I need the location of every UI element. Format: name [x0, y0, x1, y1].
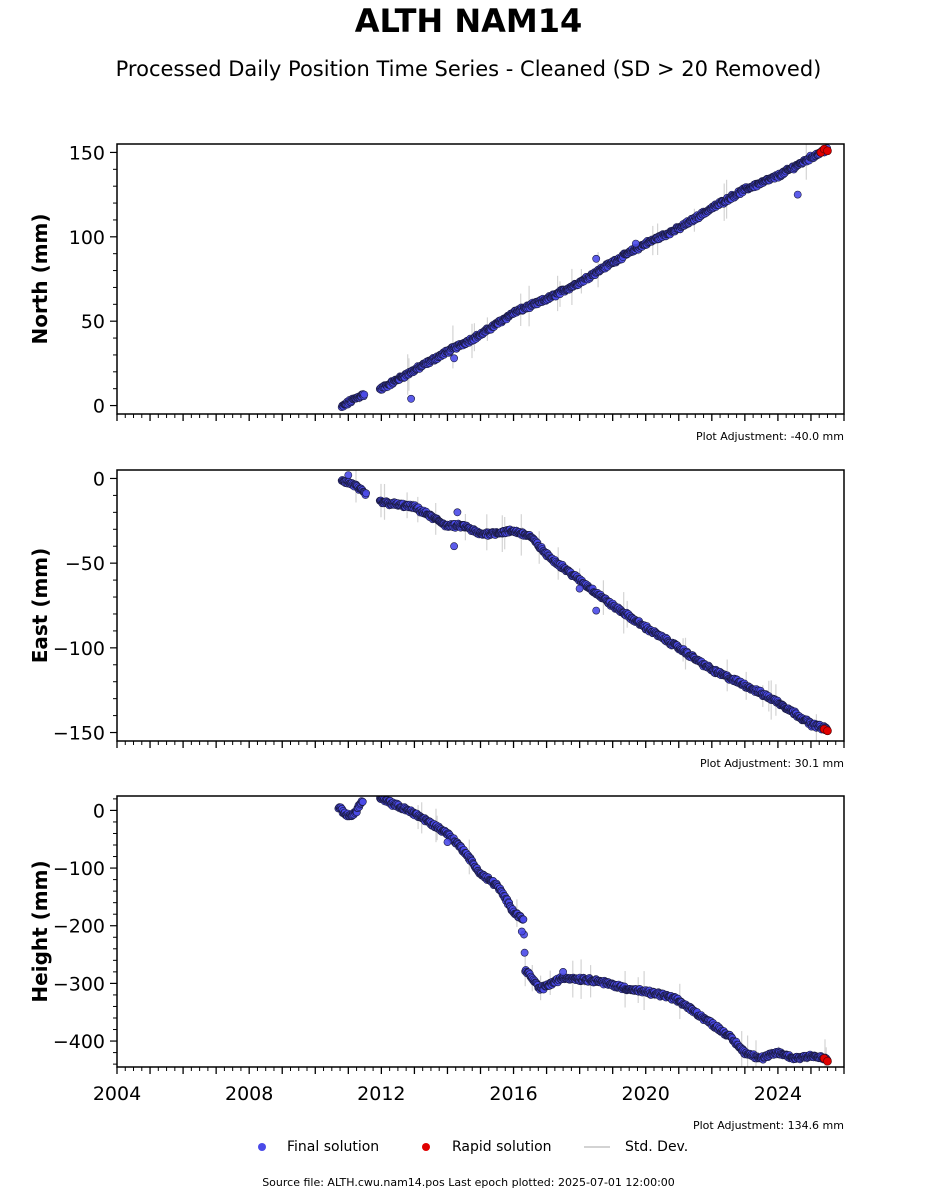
final-point — [360, 390, 369, 399]
x-tick-label: 2008 — [225, 1083, 273, 1105]
panel-2: 0 −50 −100 −150 East (mm) Plot Adjustment: 30… — [28, 468, 845, 770]
rapid-point — [823, 146, 832, 156]
plot-adjustment-note: Plot Adjustment: -40.0 mm — [696, 430, 844, 443]
final-point — [559, 968, 567, 976]
plot-adjustment-note: Plot Adjustment: 30.1 mm — [700, 757, 844, 770]
x-tick-label: 2004 — [93, 1083, 141, 1105]
panel-data — [337, 470, 832, 741]
legend: Final solution Rapid solution Std. Dev. — [0, 1136, 937, 1158]
y-tick-label: 0 — [93, 800, 105, 822]
panel-frame — [116, 143, 845, 415]
y-tick-label: −300 — [53, 973, 105, 995]
legend-stddev-label: Std. Dev. — [625, 1139, 689, 1155]
final-point — [358, 797, 367, 806]
plot-adjustment-note: Plot Adjustment: 134.6 mm — [693, 1119, 844, 1132]
panel-data — [334, 796, 832, 1067]
panel-3: 0 −100 −200 −300 −400 Height (mm) Plot Adjustm… — [28, 795, 845, 1132]
y-tick-label: 0 — [93, 468, 105, 490]
panel-1: 0 50 100 150 North (mm) Plot Adjustment: -40.… — [28, 142, 845, 443]
final-point — [592, 254, 601, 263]
final-point — [517, 927, 526, 936]
panel-frame — [116, 469, 845, 742]
final-point — [631, 239, 640, 248]
final-point — [575, 584, 584, 593]
x-tick-label: 2024 — [754, 1083, 802, 1105]
y-tick-label: −50 — [65, 553, 105, 575]
rapid-point — [823, 726, 832, 736]
final-point — [407, 394, 415, 403]
legend-final-label: Final solution — [287, 1139, 380, 1155]
y-tick-label: 100 — [69, 227, 105, 249]
x-tick-label: 2020 — [622, 1083, 670, 1105]
panel-data — [337, 144, 832, 411]
y-tick-label: −200 — [53, 916, 105, 938]
panel-frame — [116, 795, 845, 1068]
final-point — [520, 948, 529, 957]
stddev-line-icon — [584, 1146, 610, 1148]
y-tick-label: 50 — [81, 311, 105, 333]
final-marker-icon — [258, 1143, 266, 1151]
source-note: Source file: ALTH.cwu.nam14.pos Last epo… — [262, 1176, 675, 1189]
y-tick-label: −100 — [53, 858, 105, 880]
final-point — [592, 606, 601, 615]
y-axis-label: Height (mm) — [28, 860, 52, 1002]
final-point — [450, 354, 458, 363]
legend-rapid-label: Rapid solution — [452, 1139, 552, 1155]
y-tick-label: 0 — [93, 396, 105, 418]
chart-subtitle: Processed Daily Position Time Series - C… — [115, 57, 822, 81]
final-point — [453, 508, 462, 517]
x-tick-label: 2012 — [357, 1083, 405, 1105]
y-tick-label: 150 — [69, 142, 105, 164]
final-point — [362, 489, 370, 498]
rapid-point — [823, 1056, 832, 1066]
chart-title: ALTH NAM14 — [354, 2, 583, 40]
y-tick-label: −100 — [53, 638, 105, 660]
y-axis-label: North (mm) — [28, 213, 52, 344]
final-point — [793, 190, 802, 199]
x-tick-label: 2016 — [489, 1083, 537, 1105]
y-axis-label: East (mm) — [28, 548, 52, 664]
final-point — [443, 838, 452, 846]
y-tick-label: −150 — [53, 723, 105, 745]
rapid-marker-icon — [422, 1143, 430, 1151]
y-tick-label: −400 — [53, 1031, 105, 1053]
final-point — [519, 915, 528, 924]
final-point — [450, 542, 458, 551]
final-point — [344, 471, 353, 479]
